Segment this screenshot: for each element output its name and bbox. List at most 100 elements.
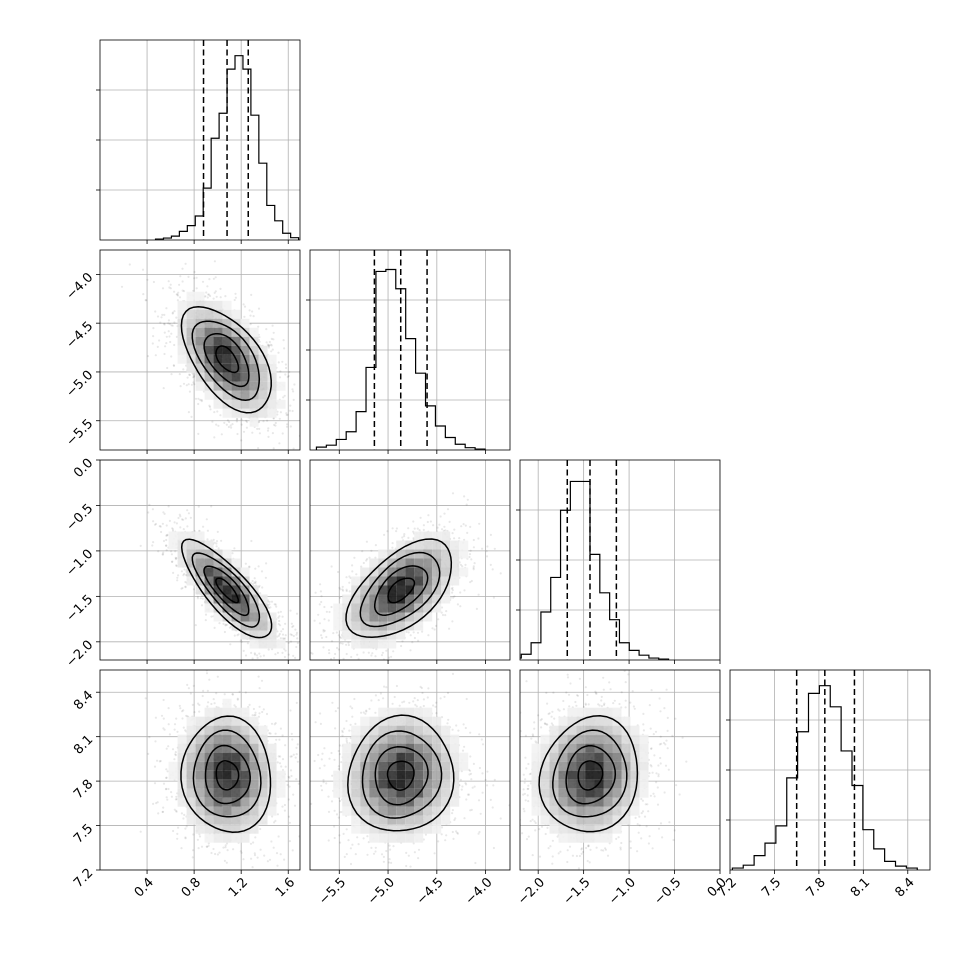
scatter-point bbox=[279, 637, 282, 640]
scatter-point bbox=[339, 635, 342, 639]
contour-level-3 bbox=[180, 306, 272, 414]
density-cell bbox=[360, 639, 370, 649]
density-cell bbox=[204, 363, 214, 373]
scatter-point bbox=[345, 576, 348, 579]
density-cell bbox=[423, 585, 433, 595]
scatter-point bbox=[284, 373, 287, 376]
scatter-point bbox=[283, 347, 286, 350]
density-cell bbox=[450, 558, 460, 568]
scatter-point bbox=[192, 375, 195, 378]
density-cell bbox=[195, 300, 205, 310]
scatter-point bbox=[270, 350, 273, 353]
scatter-point bbox=[216, 410, 219, 413]
scatter-point bbox=[361, 550, 364, 553]
density-cell bbox=[231, 558, 241, 568]
scatter-point bbox=[171, 311, 174, 314]
density-cell bbox=[267, 354, 277, 364]
scatter-point bbox=[472, 565, 475, 568]
density-cell bbox=[441, 531, 451, 541]
scatter-point bbox=[274, 421, 277, 425]
scatter-point bbox=[182, 528, 185, 531]
density-cell bbox=[204, 567, 214, 577]
density-cell bbox=[342, 603, 352, 613]
density-cell bbox=[450, 549, 460, 559]
scatter-point bbox=[468, 555, 471, 559]
scatter-point bbox=[453, 528, 456, 531]
scatter-point bbox=[169, 340, 172, 344]
scatter-point bbox=[392, 650, 395, 653]
scatter-point bbox=[151, 544, 154, 547]
scatter-point bbox=[353, 556, 356, 559]
scatter-point bbox=[165, 342, 168, 345]
scatter-point bbox=[224, 624, 227, 627]
density-cell bbox=[360, 621, 370, 631]
density-cell bbox=[405, 612, 415, 622]
scatter-point bbox=[276, 635, 279, 638]
scatter-point bbox=[174, 550, 177, 553]
scatter-point bbox=[243, 315, 246, 318]
panel-frame bbox=[99, 39, 301, 241]
scatter-point bbox=[171, 312, 174, 315]
scatter-point bbox=[303, 634, 305, 636]
scatter-point bbox=[302, 462, 304, 464]
scatter-point bbox=[286, 375, 289, 379]
scatter-point bbox=[188, 373, 191, 377]
scatter-point bbox=[235, 420, 238, 423]
density-cell bbox=[240, 567, 250, 577]
scatter-point bbox=[346, 671, 348, 673]
density-cell bbox=[369, 567, 379, 577]
density-cell bbox=[186, 318, 196, 328]
scatter-point bbox=[374, 655, 377, 658]
density-cell bbox=[450, 576, 460, 586]
scatter-point bbox=[284, 649, 287, 652]
scatter-point bbox=[412, 537, 415, 540]
scatter-point bbox=[365, 540, 368, 543]
scatter-point bbox=[280, 630, 283, 633]
density-cell bbox=[387, 612, 397, 622]
scatter-point bbox=[337, 648, 340, 651]
scatter-point bbox=[170, 560, 174, 564]
density-cell bbox=[195, 381, 205, 391]
scatter-point bbox=[435, 624, 438, 628]
scatter-point bbox=[412, 631, 415, 634]
density-cell bbox=[267, 372, 277, 382]
scatter-point bbox=[338, 596, 341, 599]
scatter-point bbox=[193, 383, 196, 386]
density-cell bbox=[342, 630, 352, 640]
scatter-point bbox=[208, 405, 212, 408]
scatter-point bbox=[337, 570, 340, 574]
scatter-point bbox=[156, 345, 159, 348]
scatter-point bbox=[151, 508, 154, 511]
density-cell bbox=[204, 585, 214, 595]
density-cell bbox=[396, 603, 406, 613]
scatter-point bbox=[165, 524, 168, 527]
scatter-point bbox=[235, 418, 238, 421]
scatter-point bbox=[330, 605, 333, 609]
scatter-point bbox=[371, 652, 374, 655]
scatter-point bbox=[172, 571, 175, 575]
scatter-point bbox=[189, 516, 192, 519]
scatter-point bbox=[453, 595, 456, 598]
density-cell bbox=[240, 408, 250, 418]
y-tick-label: −0.5 bbox=[63, 501, 96, 534]
scatter-point bbox=[422, 524, 425, 527]
scatter-point bbox=[254, 567, 257, 570]
scatter-point bbox=[407, 631, 410, 634]
density-cell bbox=[240, 363, 250, 373]
scatter-point bbox=[380, 654, 384, 657]
scatter-point bbox=[206, 538, 209, 541]
scatter-point bbox=[303, 417, 305, 419]
scatter-point bbox=[289, 676, 291, 678]
scatter-point bbox=[283, 680, 285, 682]
scatter-point bbox=[303, 681, 305, 683]
density-cell bbox=[369, 612, 379, 622]
density-cell bbox=[222, 372, 232, 382]
scatter-point bbox=[472, 566, 475, 570]
scatter-point bbox=[318, 622, 321, 625]
scatter-point bbox=[186, 376, 189, 379]
density-cell bbox=[459, 549, 469, 559]
scatter-point bbox=[469, 549, 472, 552]
density-cell bbox=[396, 558, 406, 568]
scatter-point bbox=[236, 432, 239, 436]
scatter-point bbox=[289, 666, 291, 668]
